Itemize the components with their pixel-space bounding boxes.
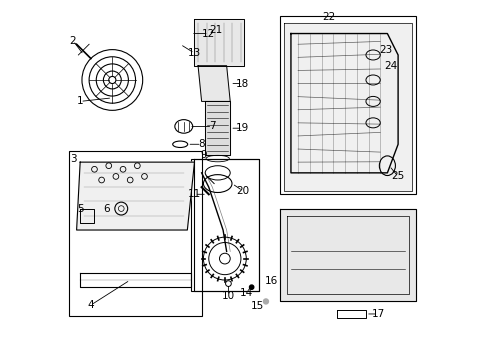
Text: 23: 23 — [378, 45, 391, 55]
Polygon shape — [205, 102, 230, 155]
Polygon shape — [280, 208, 415, 301]
Text: 25: 25 — [391, 171, 404, 181]
Text: 7: 7 — [208, 121, 215, 131]
Text: 4: 4 — [87, 300, 94, 310]
Text: 5: 5 — [77, 203, 83, 213]
Text: 12: 12 — [202, 28, 215, 39]
Polygon shape — [77, 162, 194, 230]
Text: 21: 21 — [209, 25, 222, 35]
Text: 18: 18 — [236, 78, 249, 89]
Text: 6: 6 — [103, 203, 110, 213]
Circle shape — [249, 285, 253, 289]
Text: 19: 19 — [236, 123, 249, 133]
Bar — [69, 152, 201, 316]
Text: 22: 22 — [321, 13, 334, 22]
Circle shape — [263, 299, 268, 304]
Text: 17: 17 — [371, 309, 384, 319]
Text: 15: 15 — [250, 301, 264, 311]
Text: 10: 10 — [222, 291, 235, 301]
Bar — [190, 158, 258, 291]
Polygon shape — [198, 66, 230, 102]
Text: 8: 8 — [198, 139, 204, 149]
Text: 14: 14 — [239, 288, 252, 297]
Polygon shape — [283, 23, 411, 191]
Text: 9: 9 — [200, 150, 206, 160]
Text: 24: 24 — [384, 61, 397, 71]
Text: 13: 13 — [187, 48, 201, 58]
Text: 16: 16 — [264, 276, 277, 286]
Text: 20: 20 — [236, 186, 249, 196]
Text: 1: 1 — [77, 96, 83, 107]
Bar — [280, 16, 415, 194]
Text: 2: 2 — [70, 36, 76, 46]
Polygon shape — [194, 19, 244, 66]
Text: 3: 3 — [70, 154, 76, 163]
Text: 11: 11 — [187, 189, 201, 199]
